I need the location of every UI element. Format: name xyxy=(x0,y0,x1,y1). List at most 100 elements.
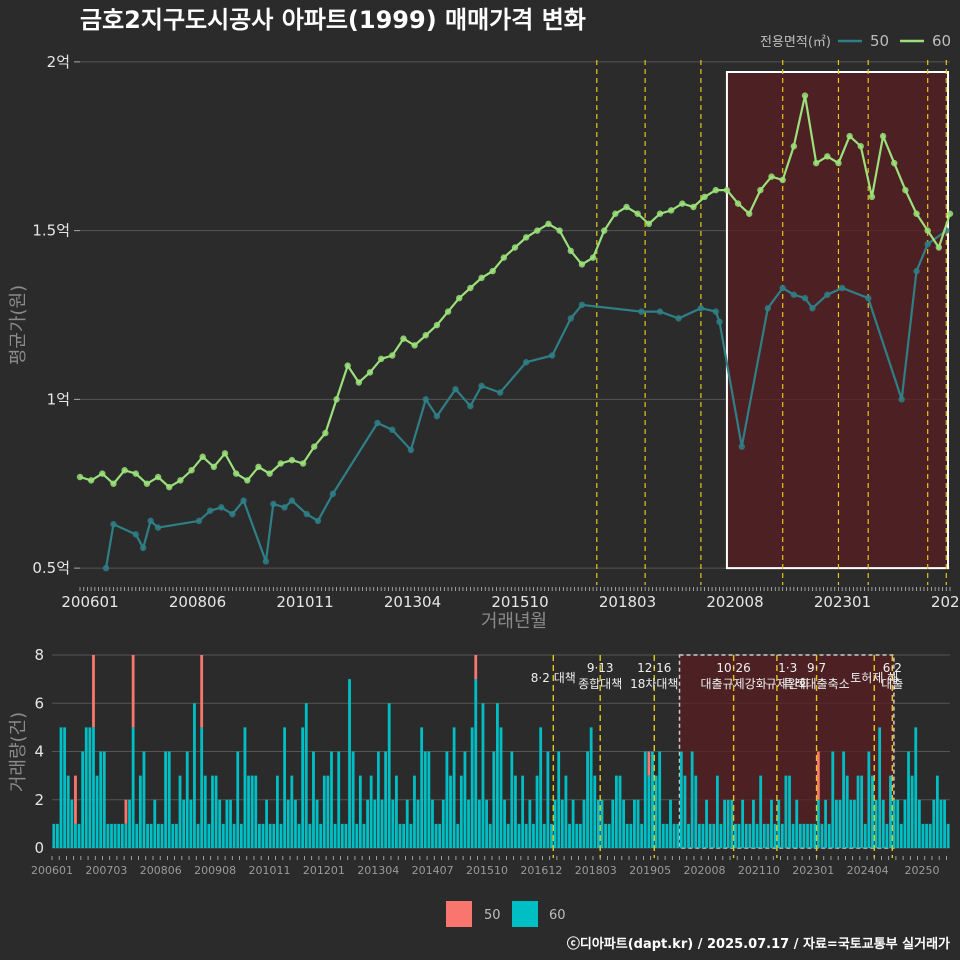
bar-60 xyxy=(120,823,124,848)
bar-60 xyxy=(863,823,867,848)
bar-60 xyxy=(102,751,106,848)
point-50 xyxy=(240,497,247,504)
bar-60 xyxy=(643,751,647,848)
bar-60 xyxy=(441,799,445,848)
bar-60 xyxy=(831,751,835,848)
point-50 xyxy=(697,305,705,312)
bar-60 xyxy=(546,751,550,848)
point-60 xyxy=(567,247,574,255)
point-60 xyxy=(232,470,240,477)
footer-credit: ⓒ디아파트(dapt.kr) / 2025.07.17 / 자료=국토교통부 실… xyxy=(567,936,950,952)
bar-60 xyxy=(892,799,896,848)
point-60 xyxy=(857,143,864,150)
bar-60 xyxy=(600,799,604,848)
bar-60 xyxy=(845,775,849,848)
bar-60 xyxy=(66,775,70,848)
bar-60 xyxy=(257,823,261,848)
point-50 xyxy=(478,382,485,390)
policy-annotation: 8·2 대책 xyxy=(531,670,576,685)
point-60 xyxy=(266,470,273,477)
point-60 xyxy=(333,396,340,403)
bar-60 xyxy=(369,775,373,848)
volume-y-tick-label: 4 xyxy=(34,743,44,761)
bar-60 xyxy=(532,823,535,848)
point-50 xyxy=(809,305,816,312)
bar-60 xyxy=(268,823,272,848)
bar-60 xyxy=(535,775,539,848)
bar-60 xyxy=(578,823,582,848)
point-60 xyxy=(712,186,719,194)
bar-60 xyxy=(391,799,395,848)
point-60 xyxy=(389,352,396,359)
point-60 xyxy=(277,460,284,467)
bar-60 xyxy=(571,799,575,848)
bar-60 xyxy=(232,823,236,848)
bar-60 xyxy=(463,751,467,848)
bar-60 xyxy=(218,799,222,848)
bar-60 xyxy=(899,823,903,848)
bar-60 xyxy=(225,799,229,848)
bar-60 xyxy=(495,703,499,848)
bar-60 xyxy=(330,751,333,848)
volume-x-tick-label: 200703 xyxy=(85,864,127,877)
point-60 xyxy=(411,342,418,349)
volume-x-tick-label: 202110 xyxy=(738,864,780,877)
point-50 xyxy=(262,558,270,565)
bar-60 xyxy=(928,823,932,848)
bar-60 xyxy=(239,823,243,848)
point-50 xyxy=(496,389,504,396)
point-50 xyxy=(270,500,277,508)
bar-60 xyxy=(420,727,424,848)
bar-60 xyxy=(431,799,434,848)
bar-60 xyxy=(387,703,391,848)
bar-60 xyxy=(629,823,633,848)
bar-60 xyxy=(730,799,734,848)
point-50 xyxy=(865,294,872,302)
point-60 xyxy=(400,335,407,342)
point-60 xyxy=(500,254,508,261)
point-50 xyxy=(522,359,530,366)
point-50 xyxy=(898,396,905,403)
bar-60 xyxy=(290,775,294,848)
bar-60 xyxy=(625,823,629,848)
bar-60 xyxy=(301,727,305,848)
x-tick-label: 202301 xyxy=(814,593,871,611)
bar-60 xyxy=(207,823,211,848)
point-60 xyxy=(634,210,641,217)
bar-60 xyxy=(398,823,402,848)
bar-60 xyxy=(935,775,939,848)
bar-60 xyxy=(824,799,827,848)
price-panel: 0.5억 1억 1.5억 2억 200601 200806 201011 201304 2015… xyxy=(32,53,960,611)
volume-x-tick-label: 201407 xyxy=(412,864,454,877)
point-50 xyxy=(389,426,396,433)
bar-60 xyxy=(748,823,752,848)
x-tick-label: 200806 xyxy=(169,593,226,611)
bar-60 xyxy=(788,775,791,848)
x-tick-label: 201304 xyxy=(384,593,441,611)
bar-60 xyxy=(878,727,882,848)
x-axis-title: 거래년월 xyxy=(481,611,547,632)
bar-60 xyxy=(946,823,950,848)
bar-60 xyxy=(589,727,593,848)
point-60 xyxy=(143,480,151,487)
bar-60 xyxy=(560,799,564,848)
bar-60 xyxy=(99,751,103,848)
bar-60 xyxy=(907,751,910,848)
bar-60 xyxy=(297,823,301,848)
legend-label-60: 60 xyxy=(932,32,951,50)
point-60 xyxy=(221,450,229,457)
volume-x-tick-label: 202404 xyxy=(847,864,889,877)
bar-60 xyxy=(604,823,607,848)
bar-60 xyxy=(816,799,820,848)
bar-60 xyxy=(524,823,528,848)
bar-60 xyxy=(221,823,225,848)
bar-60 xyxy=(409,823,413,848)
point-60 xyxy=(589,254,597,261)
bar-60 xyxy=(701,823,705,848)
bar-60 xyxy=(867,751,871,848)
bar-60 xyxy=(351,751,355,848)
point-60 xyxy=(723,186,731,194)
point-50 xyxy=(567,315,574,322)
top-legend: 전용면적(㎡) 50 60 xyxy=(760,32,951,50)
